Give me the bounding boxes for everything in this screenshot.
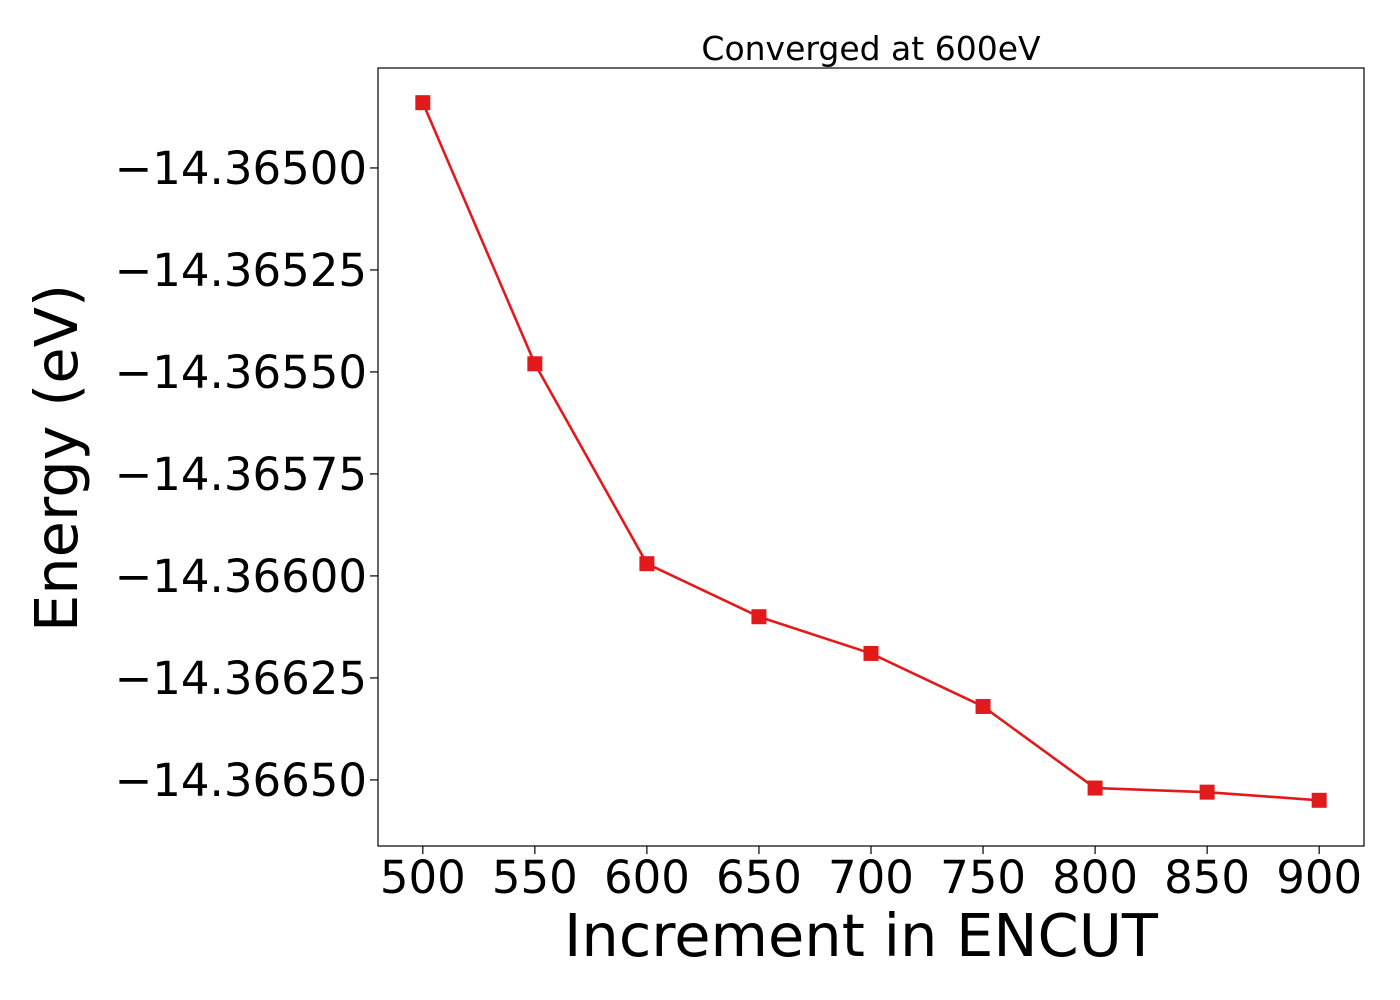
series-layer bbox=[415, 95, 1327, 808]
x-tick-label: 600 bbox=[604, 851, 690, 904]
y-tick-label: −14.36525 bbox=[115, 244, 367, 297]
data-point-marker bbox=[415, 95, 431, 111]
data-point-marker bbox=[527, 356, 543, 372]
x-tick-label: 800 bbox=[1052, 851, 1138, 904]
data-point-marker bbox=[975, 698, 991, 714]
data-point-marker bbox=[1087, 780, 1103, 796]
data-point-marker bbox=[751, 609, 767, 625]
y-axis-label: Energy (eV) bbox=[22, 284, 91, 632]
x-tick-label: 650 bbox=[716, 851, 802, 904]
data-point-marker bbox=[1311, 792, 1327, 808]
y-tick-label: −14.36625 bbox=[115, 652, 367, 705]
x-tick-label: 900 bbox=[1276, 851, 1362, 904]
y-tick-label: −14.36600 bbox=[115, 550, 367, 603]
x-tick-label: 750 bbox=[940, 851, 1026, 904]
x-tick-label: 700 bbox=[828, 851, 914, 904]
y-tick-label: −14.36575 bbox=[115, 448, 367, 501]
chart-title: Converged at 600eV bbox=[701, 29, 1041, 68]
y-tick-label: −14.36550 bbox=[115, 346, 367, 399]
axis-ticks: 500 550 600 650 700 750 800 850 900 −14.36500 −14.… bbox=[115, 142, 1363, 904]
data-point-marker bbox=[639, 556, 655, 572]
x-tick-label: 850 bbox=[1164, 851, 1250, 904]
y-tick-label: −14.36650 bbox=[115, 754, 367, 807]
x-tick-label: 500 bbox=[380, 851, 466, 904]
x-tick-label: 550 bbox=[492, 851, 578, 904]
y-tick-label: −14.36500 bbox=[115, 142, 367, 195]
x-axis-label: Increment in ENCUT bbox=[564, 901, 1159, 970]
data-point-marker bbox=[1199, 784, 1215, 800]
data-point-marker bbox=[863, 645, 879, 661]
